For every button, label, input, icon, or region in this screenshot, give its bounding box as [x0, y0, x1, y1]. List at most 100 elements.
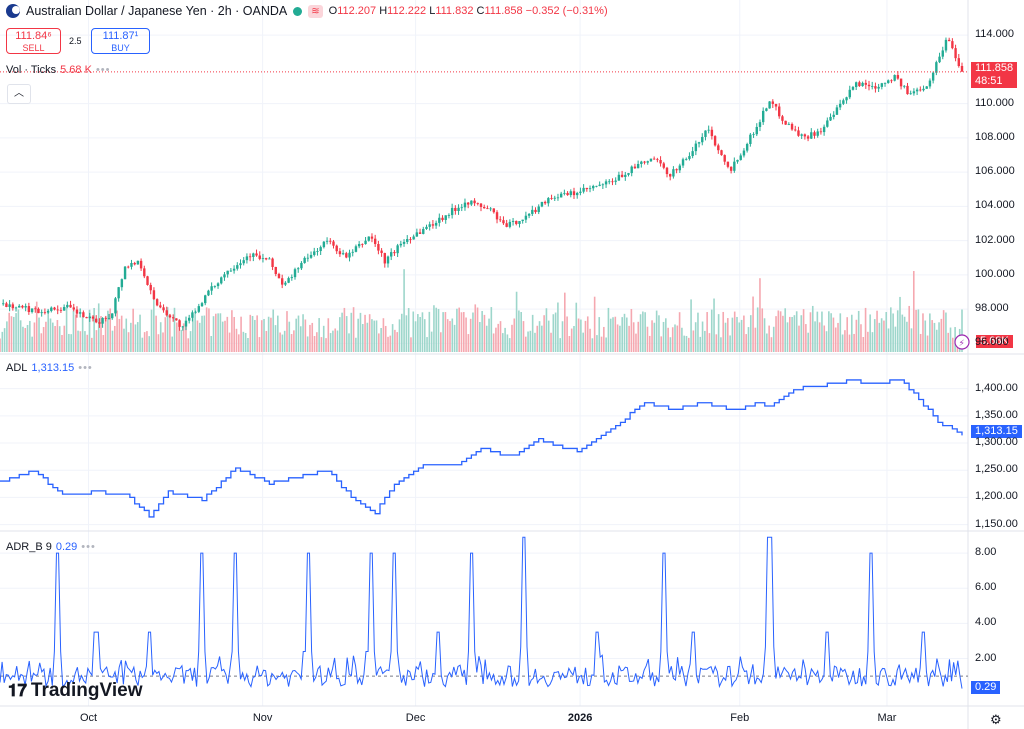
- candle-body: [915, 89, 919, 92]
- volume-bar: [258, 337, 261, 352]
- volume-bar: [446, 319, 449, 352]
- candle-body: [633, 166, 637, 169]
- candle-body: [845, 97, 848, 101]
- volume-bar: [442, 312, 444, 352]
- more-icon[interactable]: •••: [95, 64, 111, 76]
- candle-body: [813, 132, 816, 136]
- more-icon[interactable]: •••: [81, 541, 96, 553]
- volume-bar: [890, 307, 892, 352]
- candle-body: [399, 243, 403, 246]
- volume-bar: [387, 336, 389, 352]
- adrb-legend[interactable]: ADR_B 9 0.29 •••: [6, 541, 96, 553]
- symbol-title[interactable]: Australian Dollar / Japanese Yen · 2h · …: [26, 4, 288, 18]
- symbol-header[interactable]: Australian Dollar / Japanese Yen · 2h · …: [6, 4, 608, 18]
- adrb-line: [0, 536, 963, 689]
- volume-bar: [933, 322, 936, 352]
- volume-bar: [125, 318, 128, 352]
- volume-bar: [908, 305, 910, 352]
- wave-badge-icon[interactable]: ≋: [308, 4, 323, 18]
- candle-body: [531, 209, 534, 214]
- volume-bar: [42, 327, 45, 352]
- volume-bar: [338, 317, 341, 352]
- candle-body: [627, 173, 630, 175]
- volume-tag: 5.68K: [976, 335, 1013, 348]
- candle-body: [883, 82, 887, 84]
- volume-bar: [187, 338, 190, 352]
- candle-body: [938, 56, 941, 63]
- candle-body: [82, 312, 85, 318]
- volume-bar: [155, 315, 157, 352]
- adl-legend[interactable]: ADL 1,313.15 •••: [6, 362, 93, 374]
- candle-body: [364, 240, 367, 245]
- volume-bar: [520, 312, 522, 352]
- candle-body: [258, 255, 261, 259]
- volume-bar: [667, 327, 669, 352]
- candle-body: [483, 206, 486, 209]
- volume-bar: [357, 318, 359, 352]
- volume-bar: [111, 330, 114, 352]
- price-axis-tick: 104.000: [975, 199, 1015, 212]
- volume-bar: [846, 317, 849, 352]
- more-icon[interactable]: •••: [78, 362, 93, 374]
- volume-bar: [201, 315, 203, 352]
- candle-body: [652, 158, 656, 160]
- tradingview-logo[interactable]: 𝟏𝟕 TradingView: [8, 680, 142, 702]
- price-axis-tick: 110.000: [975, 96, 1014, 109]
- volume-bar: [708, 333, 711, 352]
- candle-body: [50, 307, 53, 311]
- volume-bar: [545, 308, 548, 352]
- volume-bar: [527, 331, 529, 352]
- candle-body: [665, 167, 669, 175]
- candle-body: [120, 279, 124, 288]
- volume-bar: [113, 325, 116, 352]
- volume-bar: [231, 310, 233, 352]
- volume-bar: [699, 336, 702, 352]
- candle-body: [563, 192, 566, 194]
- candle-body: [348, 252, 351, 258]
- volume-legend[interactable]: Vol · Ticks 5.68 K •••: [6, 64, 111, 76]
- gear-icon[interactable]: ⚙: [990, 712, 1002, 727]
- candle-body: [255, 253, 258, 256]
- sell-button[interactable]: 111.84⁶ SELL: [6, 28, 61, 54]
- volume-bar: [662, 321, 665, 352]
- volume-bar: [605, 337, 607, 352]
- volume-bar: [414, 321, 417, 352]
- candle-body: [617, 174, 621, 181]
- volume-bar: [850, 314, 853, 352]
- candle-body: [268, 258, 271, 260]
- volume-bar: [947, 332, 950, 352]
- candle-body: [62, 307, 66, 311]
- candle-body: [598, 184, 601, 186]
- candle-body: [14, 307, 18, 309]
- volume-bar: [164, 317, 167, 352]
- volume-bar: [816, 311, 819, 352]
- volume-bar: [130, 322, 132, 352]
- candle-body: [659, 160, 662, 164]
- candle-body: [806, 136, 810, 139]
- volume-bar: [403, 269, 405, 352]
- candle-body: [406, 239, 409, 242]
- candle-body: [797, 130, 800, 136]
- candle-body: [130, 263, 133, 267]
- candle-body: [556, 197, 560, 199]
- candle-body: [319, 247, 322, 252]
- volume-bar: [465, 317, 467, 352]
- candle-body: [810, 132, 813, 139]
- volume-bar: [56, 320, 59, 352]
- volume-bar: [857, 310, 860, 352]
- volume-bar: [219, 313, 222, 352]
- candle-body: [848, 89, 851, 98]
- buy-button[interactable]: 111.87¹ BUY: [91, 28, 150, 54]
- candle-body: [495, 212, 499, 220]
- chevron-up-icon[interactable]: ︿: [7, 84, 31, 104]
- volume-bar: [61, 335, 63, 352]
- volume-bar: [159, 322, 162, 352]
- candle-body: [681, 159, 685, 166]
- price-axis-tick: 106.000: [975, 165, 1015, 178]
- candle-body: [723, 155, 726, 162]
- candle-body: [697, 142, 701, 144]
- volume-bar: [564, 292, 566, 352]
- volume-bar: [575, 302, 578, 352]
- candle-body: [133, 263, 136, 265]
